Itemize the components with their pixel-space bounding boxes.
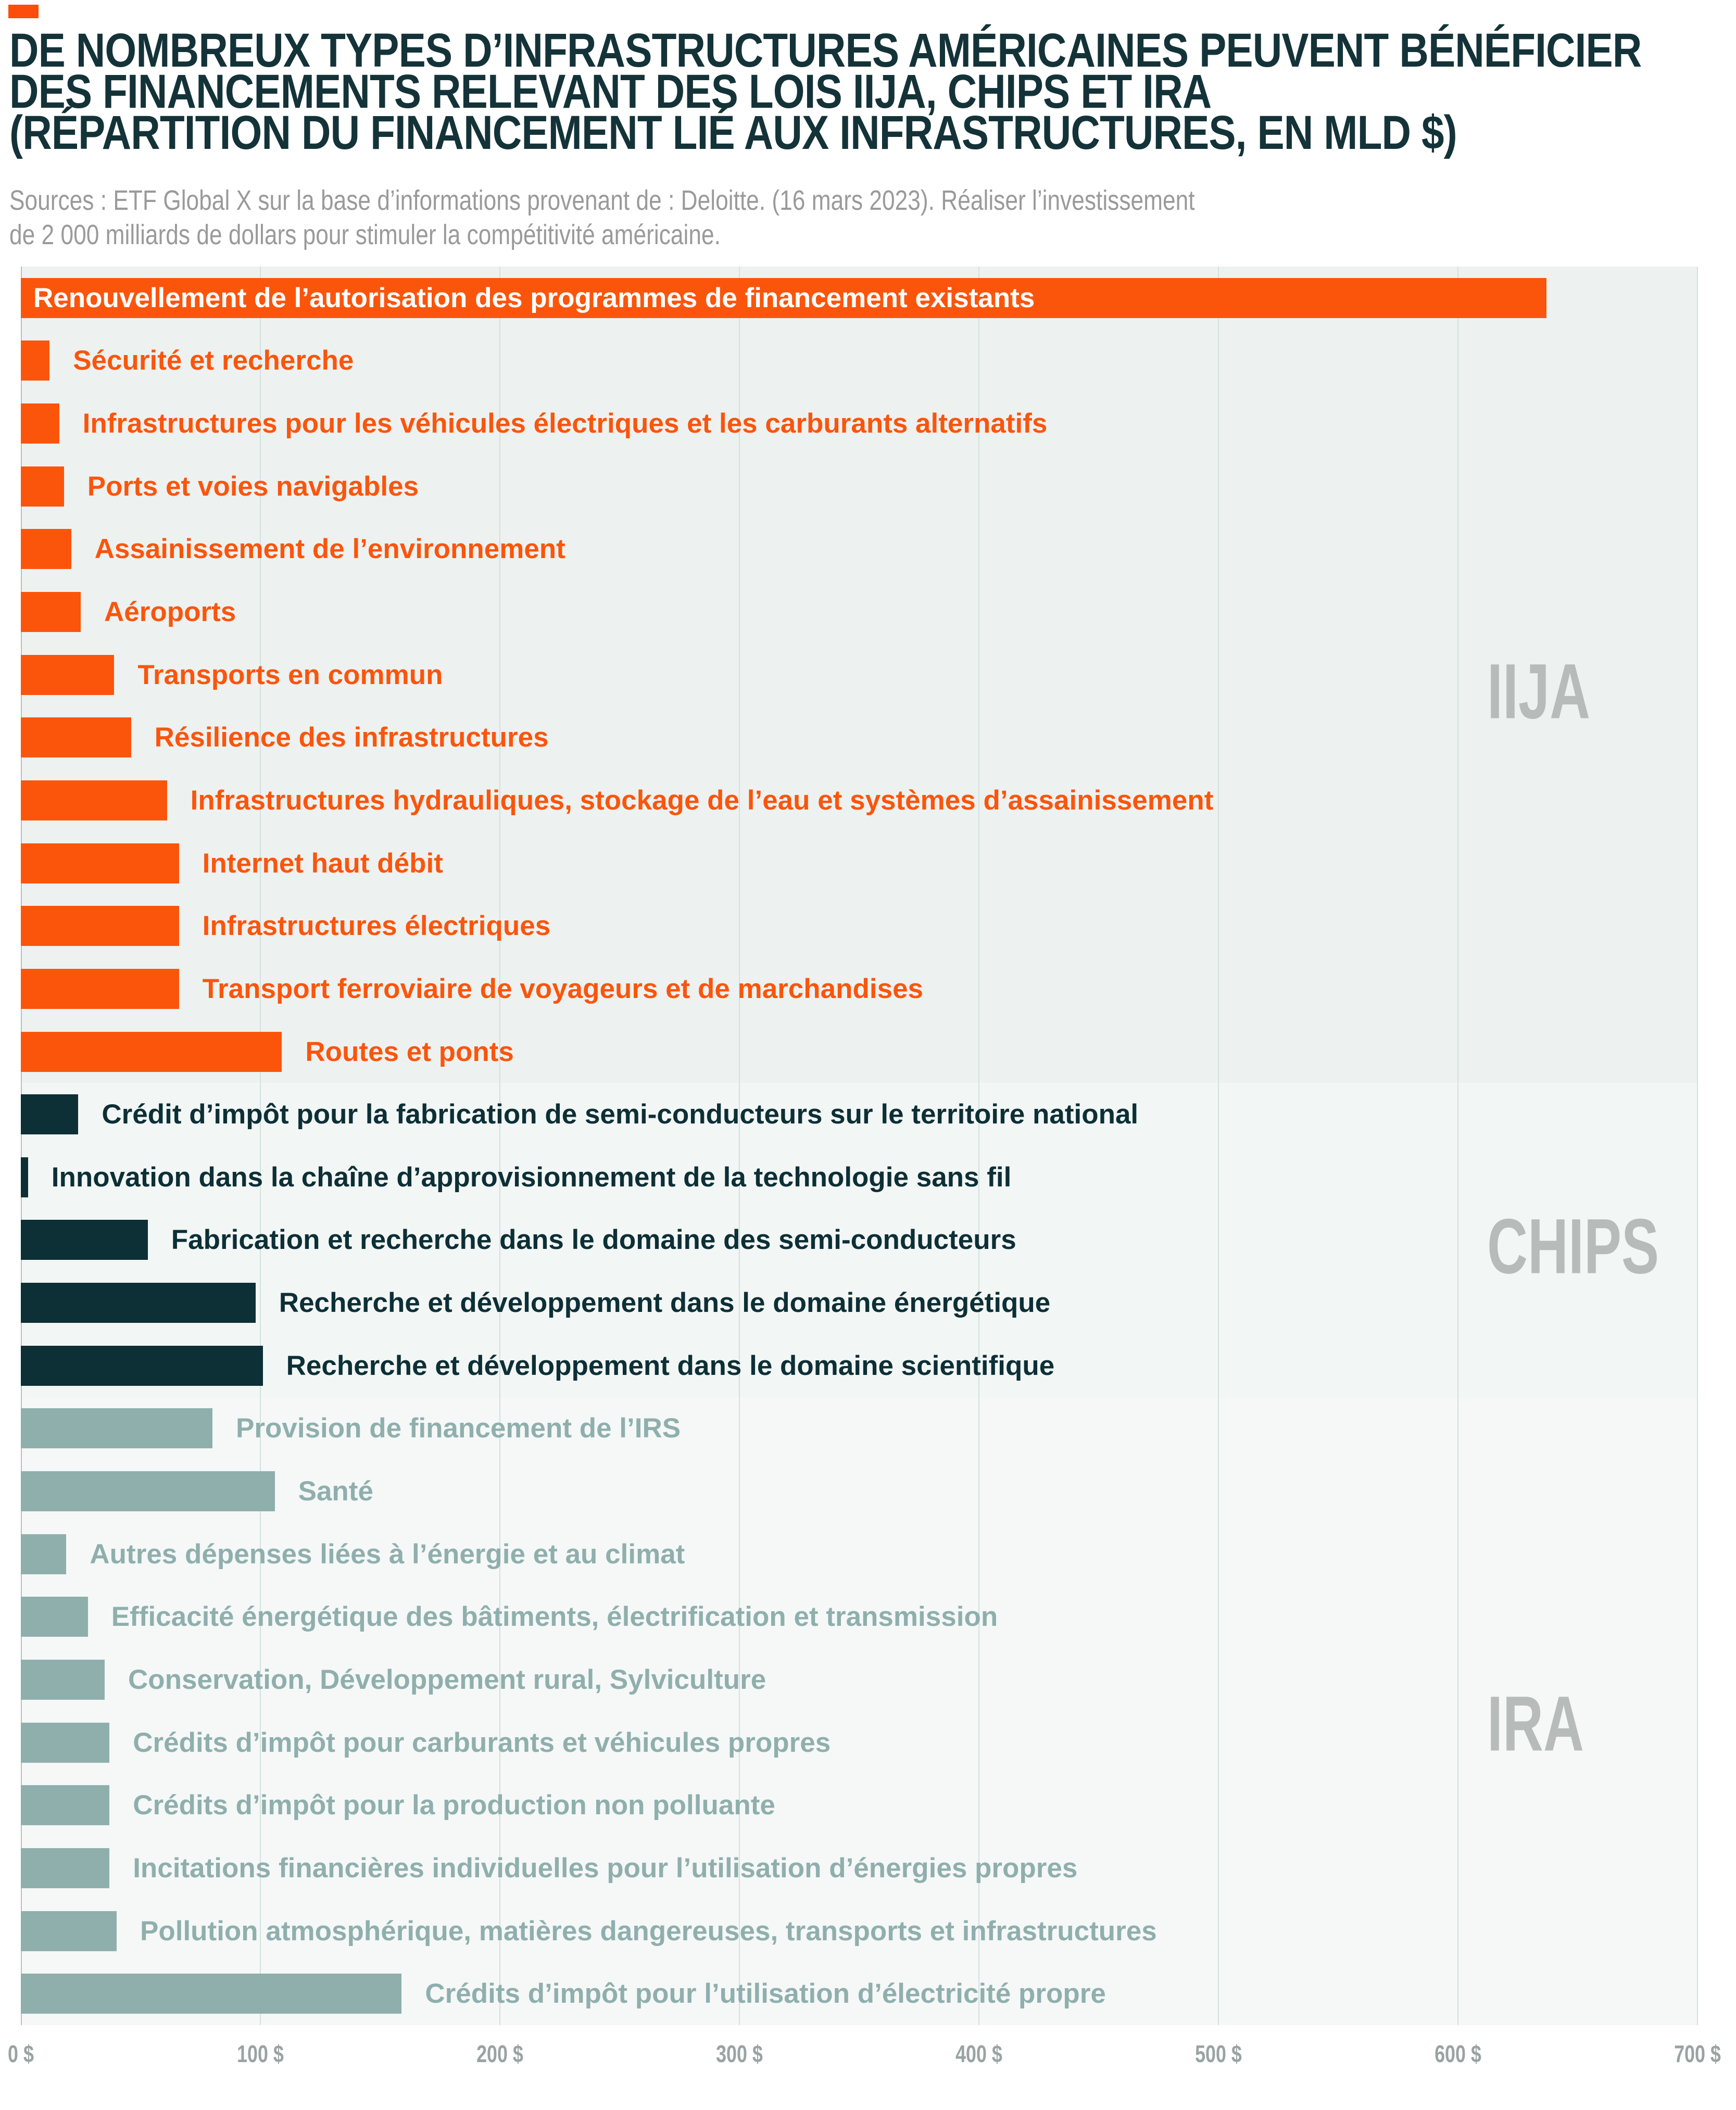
bar (21, 1471, 275, 1512)
bar (21, 1283, 256, 1323)
bar-label: Santé (298, 1476, 373, 1507)
gridline (1697, 267, 1698, 2025)
source-note: Sources : ETF Global X sur la base d’inf… (9, 183, 1195, 252)
bar (21, 1094, 79, 1135)
bar-label: Crédits d’impôt pour la production non p… (133, 1790, 775, 1821)
bar-label: Recherche et développement dans le domai… (286, 1350, 1055, 1381)
bar-label: Crédit d’impôt pour la fabrication de se… (102, 1099, 1139, 1130)
source-note-line-2: de 2 000 milliards de dollars pour stimu… (9, 219, 721, 250)
bar (21, 277, 1547, 318)
bar (21, 1848, 110, 1888)
bar-label: Routes et ponts (305, 1036, 514, 1067)
bar-label: Provision de financement de l’IRS (236, 1413, 681, 1444)
bar-label: Internet haut débit (202, 848, 443, 879)
x-tick: 600 $ (1435, 2040, 1481, 2067)
gridline (499, 267, 500, 2025)
bar (21, 1974, 402, 2014)
x-tick: 300 $ (716, 2040, 763, 2067)
section-watermark-ira: IRA (1487, 1679, 1584, 1767)
bar (21, 843, 179, 883)
x-tick: 100 $ (237, 2040, 284, 2067)
bar-label: Résilience des infrastructures (154, 722, 549, 753)
bar-label: Fabrication et recherche dans le domaine… (171, 1224, 1016, 1256)
bar (21, 1031, 282, 1072)
bar-label: Assainissement de l’environnement (94, 534, 565, 565)
bar-label: Sécurité et recherche (73, 345, 354, 376)
y-axis-line (21, 267, 22, 2025)
section-background-iija (21, 267, 1697, 1083)
bar-label: Infrastructures hydrauliques, stockage d… (190, 785, 1214, 816)
section-watermark-chips: CHIPS (1487, 1202, 1659, 1290)
bar-label: Infrastructures électriques (202, 911, 551, 942)
chart-title: DE NOMBREUX TYPES D’INFRASTRUCTURES AMÉR… (9, 24, 1642, 159)
bar (21, 403, 59, 444)
brand-mark (8, 5, 39, 18)
bar (21, 529, 71, 570)
bar-label: Efficacité énergétique des bâtiments, él… (111, 1601, 998, 1633)
bar (21, 1597, 88, 1637)
bar-chart: IIJA Renouvellement de l’autorisation des… (21, 267, 1698, 2025)
bar-label: Aéroports (104, 597, 236, 628)
bar (21, 1345, 263, 1386)
bar (21, 1534, 67, 1574)
bar-label: Ports et voies navigables (87, 471, 419, 502)
bar (21, 1659, 105, 1700)
x-tick: 700 $ (1674, 2040, 1721, 2067)
chart-title-line-3: (RÉPARTITION DU FINANCEMENT LIÉ AUX INFR… (9, 106, 1457, 159)
bar-label: Pollution atmosphérique, matières danger… (140, 1915, 1157, 1947)
section-background-ira (21, 1397, 1697, 2025)
chart-title-line-1: DE NOMBREUX TYPES D’INFRASTRUCTURES AMÉR… (9, 24, 1642, 77)
bar (21, 592, 81, 633)
bar-label: Renouvellement de l’autorisation des pro… (33, 282, 1035, 313)
bar (21, 906, 179, 946)
source-note-line-1: Sources : ETF Global X sur la base d’inf… (9, 185, 1195, 216)
bar-label: Transport ferroviaire de voyageurs et de… (202, 973, 924, 1004)
bar (21, 1408, 212, 1449)
bar-label: Crédits d’impôt pour l’utilisation d’éle… (425, 1978, 1106, 2010)
bar-label: Transports en commun (137, 659, 443, 690)
bar (21, 717, 131, 758)
section-watermark-iija: IIJA (1487, 647, 1591, 735)
gridline (260, 267, 261, 2025)
bar (21, 466, 64, 507)
gridline (1457, 267, 1458, 2025)
bar (21, 1157, 28, 1197)
bar-label: Crédits d’impôt pour carburants et véhic… (133, 1727, 831, 1758)
bar-label: Infrastructures pour les véhicules élect… (82, 408, 1048, 439)
x-tick: 0 $ (8, 2040, 34, 2067)
section-background-chips (21, 1083, 1697, 1397)
gridline (1218, 267, 1219, 2025)
bar-label: Recherche et développement dans le domai… (279, 1287, 1051, 1319)
bar (21, 340, 50, 381)
bar (21, 654, 115, 695)
bar (21, 1785, 110, 1826)
gridline (978, 267, 979, 2025)
bar (21, 1911, 117, 1951)
x-tick: 500 $ (1195, 2040, 1242, 2067)
bar-label: Conservation, Développement rural, Sylvi… (128, 1664, 766, 1695)
x-tick: 200 $ (476, 2040, 523, 2067)
bar-label: Incitations financières individuelles po… (133, 1852, 1078, 1884)
bar (21, 1722, 110, 1763)
x-axis: 0 $ 100 $ 200 $ 300 $ 400 $ 500 $ 600 $ 700 $ (8, 2040, 1721, 2092)
bar (21, 1220, 148, 1260)
bar-label: Innovation dans la chaîne d’approvisionn… (51, 1161, 1012, 1193)
gridline (739, 267, 740, 2025)
bar-label: Autres dépenses liées à l’énergie et au … (90, 1538, 685, 1570)
bar (21, 780, 167, 820)
chart-title-line-2: DES FINANCEMENTS RELEVANT DES LOIS IIJA,… (9, 65, 1212, 118)
bar (21, 968, 179, 1009)
x-tick: 400 $ (955, 2040, 1002, 2067)
